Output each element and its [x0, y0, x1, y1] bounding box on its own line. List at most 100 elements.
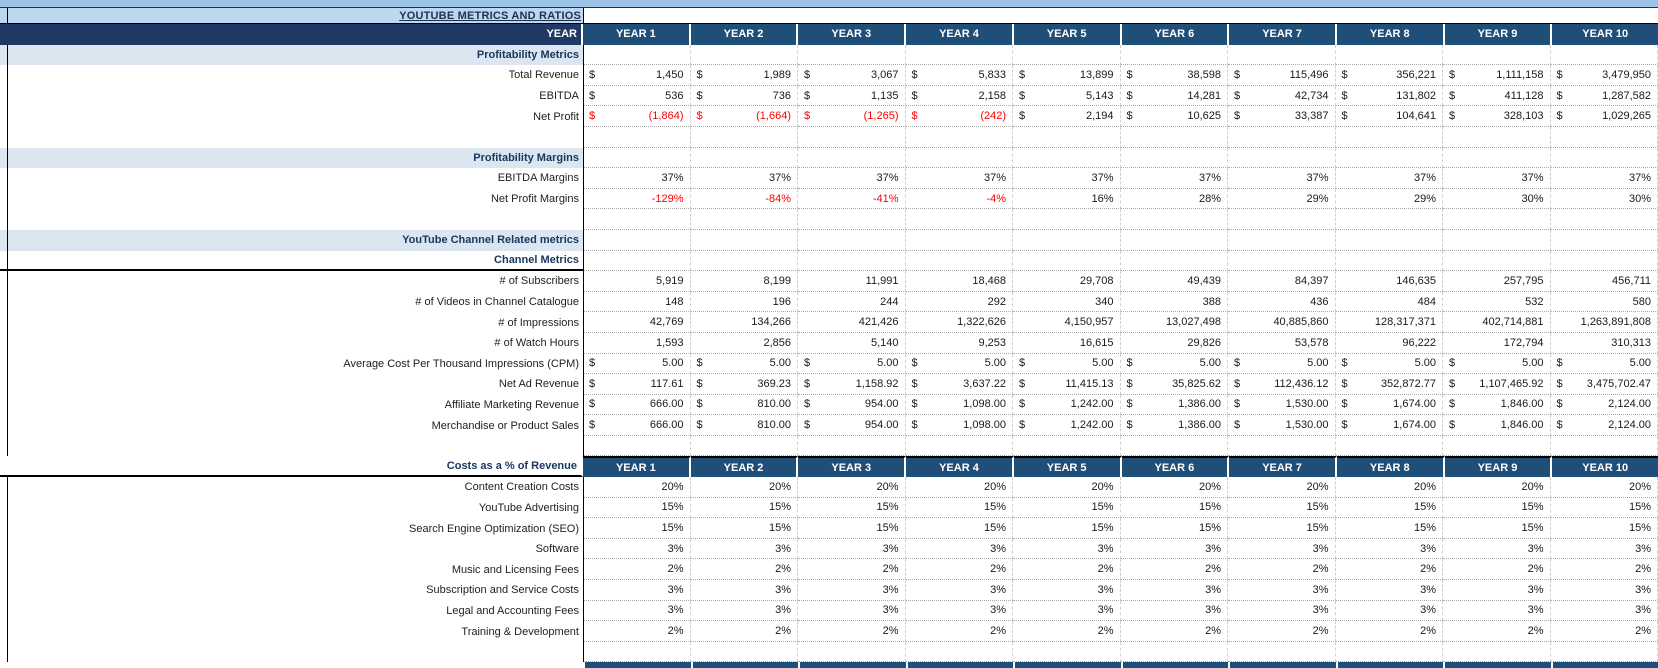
cell-youtube-advertising-y8[interactable]: 15%: [1335, 497, 1443, 519]
cell-legal-and-accounting-fees-y6[interactable]: 3%: [1120, 600, 1228, 622]
cell-net-profit-y3[interactable]: $ (1,265): [798, 106, 906, 127]
cell-affiliate-marketing-revenue-y10[interactable]: $2,124.00: [1550, 394, 1658, 416]
cell-of-impressions-y9[interactable]: 402,714,881: [1443, 312, 1551, 333]
cell-of-watch-hours-y10[interactable]: 310,313: [1550, 332, 1658, 354]
cell-youtube-advertising-y6[interactable]: 15%: [1120, 497, 1228, 519]
cell-ebitda-margins-y2[interactable]: 37%: [690, 168, 798, 189]
year-header-cell-1[interactable]: YEAR 1: [583, 24, 691, 45]
costs-header-label-cell[interactable]: Costs as a % of Revenue: [0, 456, 583, 478]
cell-net-profit-margins-y5[interactable]: 16%: [1013, 188, 1121, 210]
cell-of-videos-in-channel-catalogue-y1[interactable]: 148: [583, 291, 691, 313]
cell-search-engine-optimization-seo-y5[interactable]: 15%: [1013, 518, 1121, 539]
cell-average-cost-per-thousand-impressions-cpm-y5[interactable]: $5.00: [1013, 353, 1121, 375]
cell-total-revenue-y2[interactable]: $1,989: [690, 65, 798, 86]
cell-profitability-metrics-y9[interactable]: [1443, 44, 1551, 66]
cell-affiliate-marketing-revenue-y3[interactable]: $954.00: [798, 394, 906, 416]
cell-net-ad-revenue-y2[interactable]: $369.23: [690, 374, 798, 395]
cell-content-creation-costs-y10[interactable]: 20%: [1550, 477, 1658, 498]
cell-net-profit-margins-y6[interactable]: 28%: [1120, 188, 1228, 210]
cell-net-profit-y5[interactable]: $2,194: [1013, 106, 1121, 127]
year-header-cell-7[interactable]: YEAR 7: [1229, 24, 1337, 45]
costs-year-header-cell-1[interactable]: YEAR 1: [583, 456, 691, 478]
year-header-cell-3[interactable]: YEAR 3: [798, 24, 907, 45]
cell-of-videos-in-channel-catalogue-y5[interactable]: 340: [1013, 291, 1121, 313]
cell-of-videos-in-channel-catalogue-y10[interactable]: 580: [1550, 291, 1658, 313]
cell-affiliate-marketing-revenue-y1[interactable]: $666.00: [583, 394, 691, 416]
cell-ebitda-margins-y4[interactable]: 37%: [905, 168, 1013, 189]
cell-channel-metrics-y8[interactable]: [1335, 250, 1443, 272]
cell-of-subscribers-y1[interactable]: 5,919: [583, 271, 691, 292]
year-header-cell-4[interactable]: YEAR 4: [906, 24, 1014, 45]
cell-youtube-advertising-y3[interactable]: 15%: [798, 497, 906, 519]
cell-affiliate-marketing-revenue-y2[interactable]: $810.00: [690, 394, 798, 416]
cell-blank-y6[interactable]: [1120, 209, 1228, 230]
cell-software-y1[interactable]: 3%: [583, 538, 691, 560]
cell-youtube-advertising-y9[interactable]: 15%: [1443, 497, 1551, 519]
cell-music-and-licensing-fees-y3[interactable]: 2%: [798, 559, 906, 581]
cell-affiliate-marketing-revenue-y8[interactable]: $1,674.00: [1335, 394, 1443, 416]
cell-content-creation-costs-y6[interactable]: 20%: [1120, 477, 1228, 498]
cell-blank-y5[interactable]: [1013, 126, 1121, 148]
cell-net-profit-margins-y9[interactable]: 30%: [1443, 188, 1551, 210]
cell-blank-y1[interactable]: [583, 209, 691, 230]
cell-ebitda-y1[interactable]: $536: [583, 85, 691, 107]
cell-blank-y7[interactable]: [1228, 435, 1336, 457]
cell-merchandise-or-product-sales-y6[interactable]: $1,386.00: [1120, 415, 1228, 436]
cell-youtube-channel-related-metrics-y6[interactable]: [1120, 229, 1228, 251]
cell-software-y9[interactable]: 3%: [1443, 538, 1551, 560]
row-label-youtube-channel-related-metrics[interactable]: YouTube Channel Related metrics: [0, 229, 583, 251]
cell-average-cost-per-thousand-impressions-cpm-y7[interactable]: $5.00: [1228, 353, 1336, 375]
cell-youtube-advertising-y10[interactable]: 15%: [1550, 497, 1658, 519]
cell-channel-metrics-y5[interactable]: [1013, 250, 1121, 272]
cell-net-profit-margins-y1[interactable]: -129%: [583, 188, 691, 210]
cell-net-profit-margins-y4[interactable]: -4%: [905, 188, 1013, 210]
cell-legal-and-accounting-fees-y1[interactable]: 3%: [583, 600, 691, 622]
cell-of-impressions-y7[interactable]: 40,885,860: [1228, 312, 1336, 333]
cell-profitability-margins-y5[interactable]: [1013, 147, 1121, 169]
cell-music-and-licensing-fees-y7[interactable]: 2%: [1228, 559, 1336, 581]
cell-of-subscribers-y4[interactable]: 18,468: [905, 271, 1013, 292]
cell-ebitda-y10[interactable]: $1,287,582: [1550, 85, 1658, 107]
cell-music-and-licensing-fees-y1[interactable]: 2%: [583, 559, 691, 581]
cell-training-development-y1[interactable]: 2%: [583, 621, 691, 642]
cell-merchandise-or-product-sales-y3[interactable]: $954.00: [798, 415, 906, 436]
cell-of-videos-in-channel-catalogue-y6[interactable]: 388: [1120, 291, 1228, 313]
cell-subscription-and-service-costs-y5[interactable]: 3%: [1013, 580, 1121, 601]
cell-music-and-licensing-fees-y5[interactable]: 2%: [1013, 559, 1121, 581]
cell-ebitda-margins-y3[interactable]: 37%: [798, 168, 906, 189]
year-header-cell-10[interactable]: YEAR 10: [1552, 24, 1658, 45]
cell-content-creation-costs-y5[interactable]: 20%: [1013, 477, 1121, 498]
cell-profitability-metrics-y3[interactable]: [798, 44, 906, 66]
cell-of-videos-in-channel-catalogue-y7[interactable]: 436: [1228, 291, 1336, 313]
row-label-of-subscribers[interactable]: # of Subscribers: [499, 275, 579, 288]
cell-profitability-margins-y9[interactable]: [1443, 147, 1551, 169]
cell-net-profit-y9[interactable]: $328,103: [1443, 106, 1551, 127]
cell-profitability-metrics-y2[interactable]: [690, 44, 798, 66]
cell-profitability-margins-y6[interactable]: [1120, 147, 1228, 169]
cell-of-subscribers-y5[interactable]: 29,708: [1013, 271, 1121, 292]
cell-net-profit-y8[interactable]: $104,641: [1335, 106, 1443, 127]
year-header-cell-6[interactable]: YEAR 6: [1121, 24, 1230, 45]
cell-of-subscribers-y2[interactable]: 8,199: [690, 271, 798, 292]
cell-net-ad-revenue-y1[interactable]: $117.61: [583, 374, 691, 395]
cell-merchandise-or-product-sales-y2[interactable]: $810.00: [690, 415, 798, 436]
row-label-legal-and-accounting-fees[interactable]: Legal and Accounting Fees: [446, 604, 579, 617]
cell-merchandise-or-product-sales-y4[interactable]: $1,098.00: [905, 415, 1013, 436]
row-label-merchandise-or-product-sales[interactable]: Merchandise or Product Sales: [431, 419, 579, 432]
cell-blank-y1[interactable]: [583, 435, 691, 457]
cell-of-watch-hours-y8[interactable]: 96,222: [1335, 332, 1443, 354]
cell-subscription-and-service-costs-y2[interactable]: 3%: [690, 580, 798, 601]
cell-music-and-licensing-fees-y8[interactable]: 2%: [1335, 559, 1443, 581]
cell-net-ad-revenue-y10[interactable]: $3,475,702.47: [1550, 374, 1658, 395]
costs-year-header-cell-10[interactable]: YEAR 10: [1552, 456, 1658, 478]
row-label-of-impressions[interactable]: # of Impressions: [498, 316, 579, 329]
cell-youtube-channel-related-metrics-y9[interactable]: [1443, 229, 1551, 251]
cell-profitability-metrics-y7[interactable]: [1228, 44, 1336, 66]
cell-profitability-margins-y10[interactable]: [1550, 147, 1658, 169]
cell-ebitda-margins-y5[interactable]: 37%: [1013, 168, 1121, 189]
cell-of-videos-in-channel-catalogue-y9[interactable]: 532: [1443, 291, 1551, 313]
cell-average-cost-per-thousand-impressions-cpm-y6[interactable]: $5.00: [1120, 353, 1228, 375]
cell-blank-y3[interactable]: [798, 209, 906, 230]
row-label-subscription-and-service-costs[interactable]: Subscription and Service Costs: [426, 584, 579, 597]
cell-net-profit-y10[interactable]: $1,029,265: [1550, 106, 1658, 127]
